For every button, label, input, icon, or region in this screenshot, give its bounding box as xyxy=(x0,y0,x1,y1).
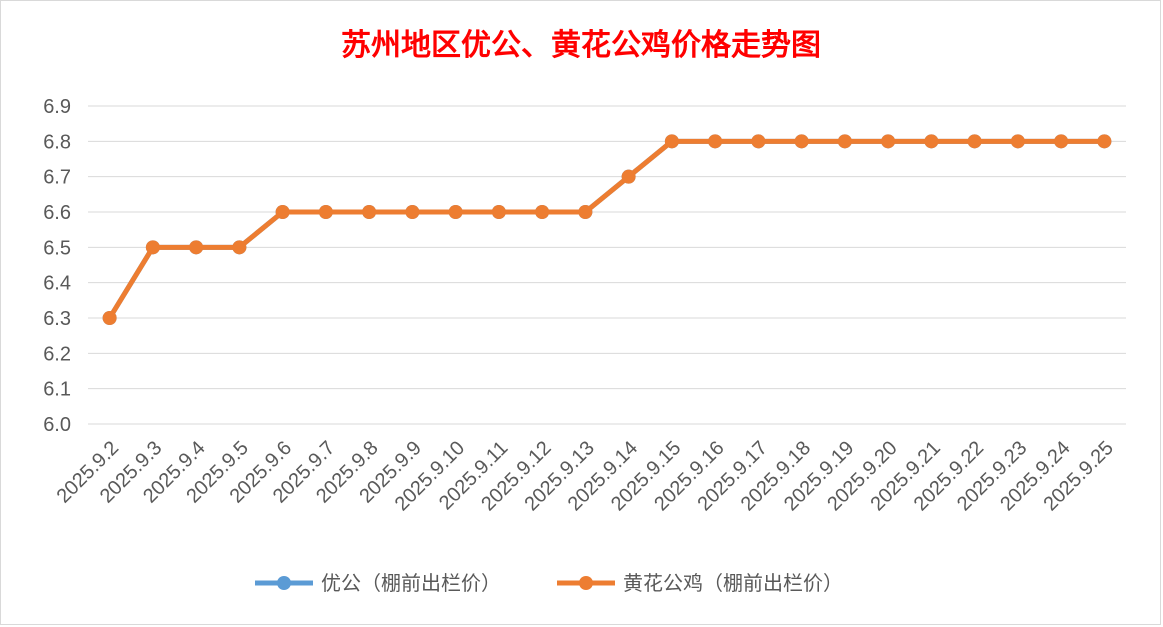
y-tick-label: 6.6 xyxy=(43,202,71,224)
data-point xyxy=(102,311,117,325)
data-point xyxy=(1097,134,1112,149)
data-point xyxy=(189,240,204,255)
legend-label: 优公（棚前出栏价） xyxy=(321,571,501,595)
y-axis-ticks: 6.9 6.8 6.7 6.6 6.5 6.4 6.3 6.2 6.1 6.0 xyxy=(43,96,71,436)
y-tick-label: 6.9 xyxy=(43,96,71,118)
data-point xyxy=(318,205,333,219)
data-point xyxy=(491,205,506,219)
data-point xyxy=(751,134,766,149)
y-tick-label: 6.2 xyxy=(43,343,71,365)
data-point xyxy=(145,240,160,255)
y-tick-label: 6.4 xyxy=(43,273,71,295)
y-tick-label: 6.0 xyxy=(43,414,71,436)
y-tick-label: 6.1 xyxy=(43,379,71,401)
y-tick-label: 6.8 xyxy=(43,131,71,153)
x-axis-ticks: 2025.9.22025.9.32025.9.42025.9.52025.9.6… xyxy=(53,437,1118,515)
series-layer xyxy=(102,134,1112,325)
data-point xyxy=(881,134,896,149)
data-point xyxy=(621,169,636,184)
data-point xyxy=(1010,134,1025,149)
data-point xyxy=(924,134,939,149)
legend-label: 黄花公鸡（棚前出栏价） xyxy=(623,571,843,595)
legend: 优公（棚前出栏价） 黄花公鸡（棚前出栏价） xyxy=(255,571,843,595)
data-point xyxy=(1054,134,1069,149)
data-point xyxy=(362,205,377,219)
data-point xyxy=(232,240,247,255)
data-point xyxy=(967,134,982,149)
legend-swatch-marker xyxy=(277,576,291,590)
data-point xyxy=(448,205,463,219)
data-point xyxy=(275,205,290,219)
data-point xyxy=(794,134,809,149)
gridlines xyxy=(88,105,1126,425)
data-point xyxy=(578,205,593,219)
data-point xyxy=(837,134,852,149)
y-tick-label: 6.3 xyxy=(43,308,71,330)
chart-title: 苏州地区优公、黄花公鸡价格走势图 xyxy=(341,28,821,63)
legend-swatch-marker xyxy=(579,576,593,590)
data-point xyxy=(708,134,723,149)
y-tick-label: 6.7 xyxy=(43,167,71,189)
data-point xyxy=(405,205,420,219)
data-point xyxy=(535,205,550,219)
series-line-2 xyxy=(107,138,1107,321)
y-tick-label: 6.5 xyxy=(43,237,71,259)
data-point xyxy=(664,134,679,149)
